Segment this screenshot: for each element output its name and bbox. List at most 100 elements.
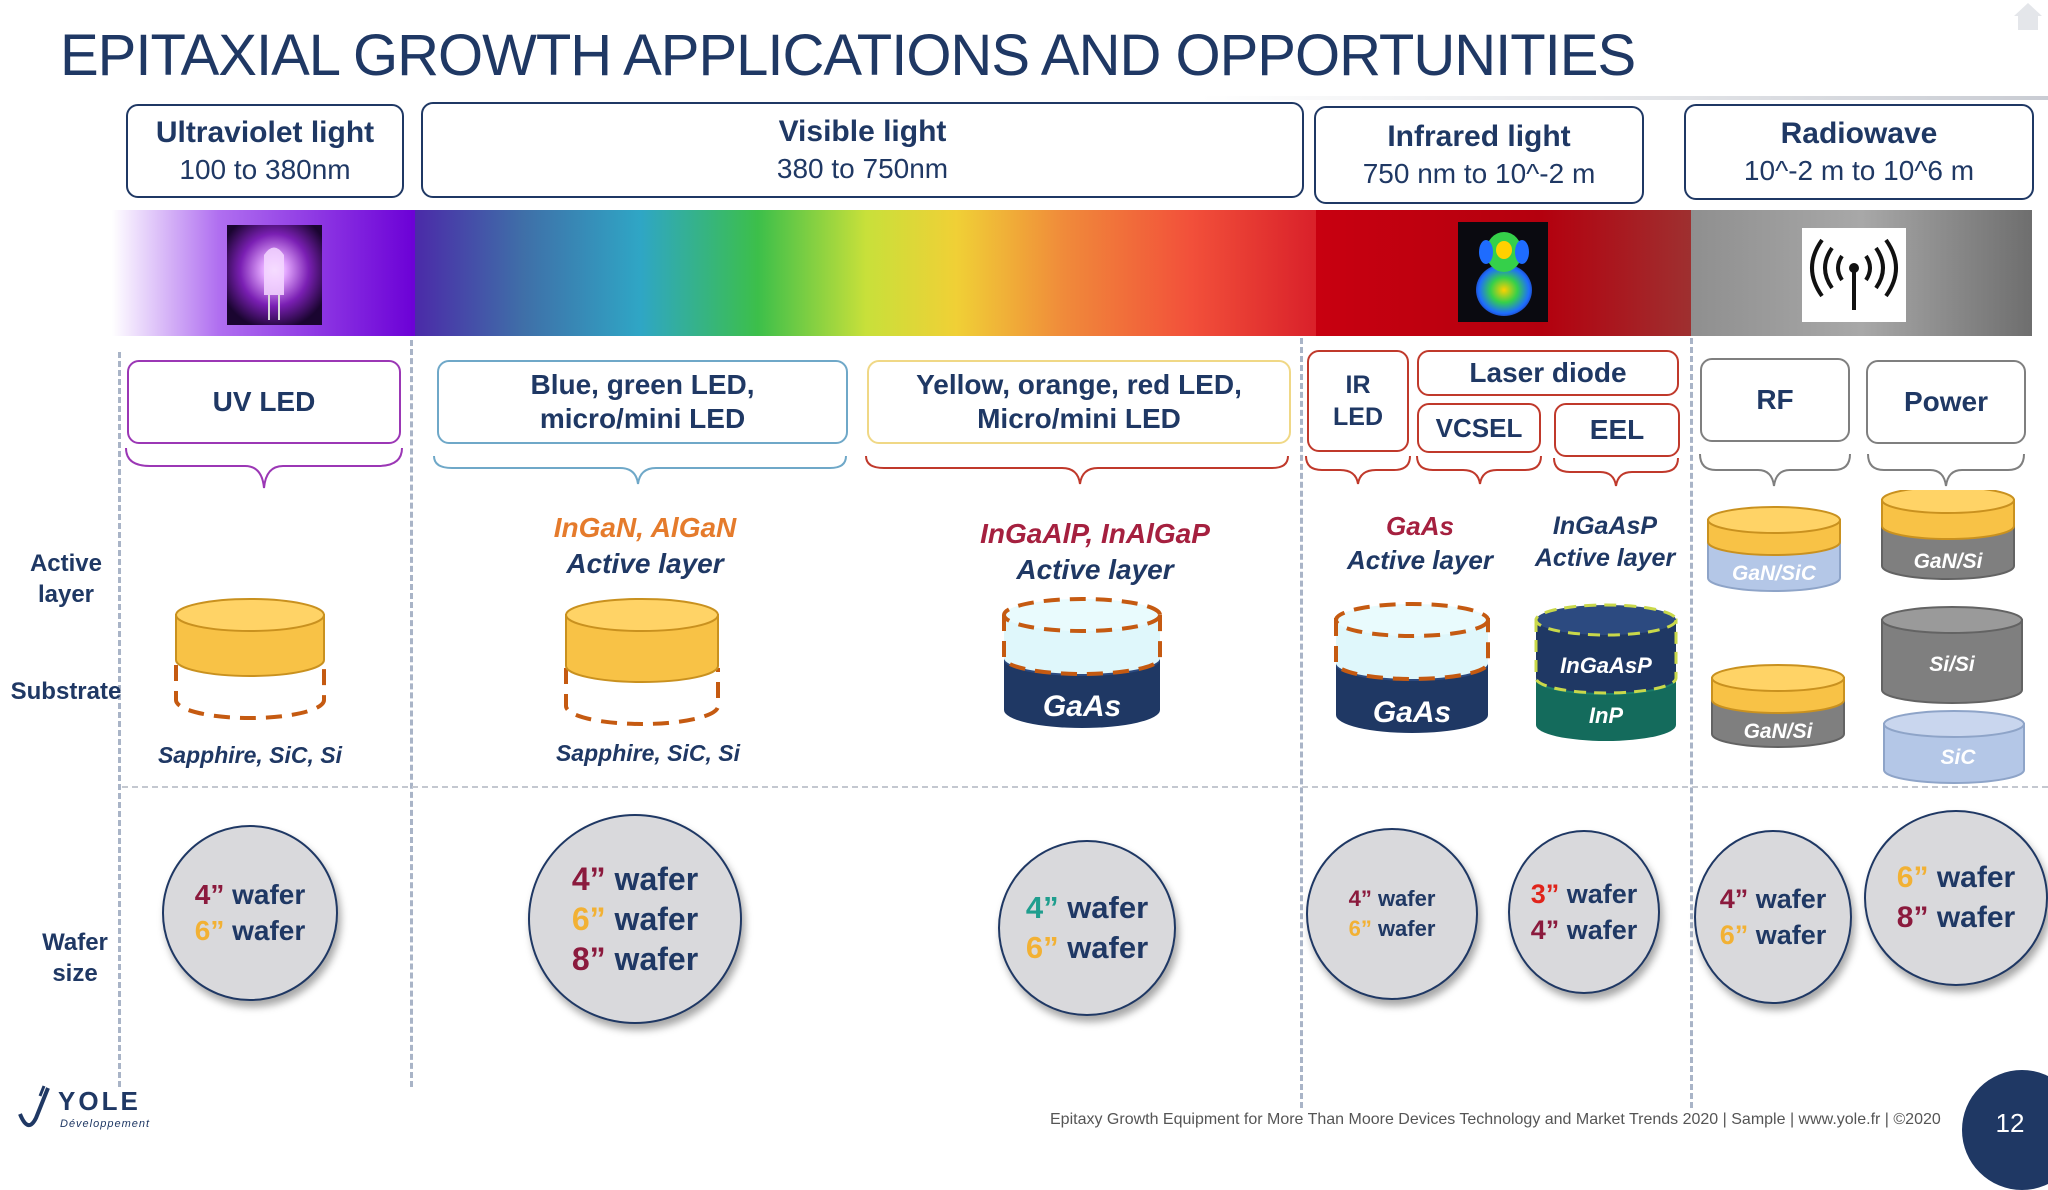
yole-logo-sub: Développement	[60, 1118, 151, 1130]
ir-disk-stack: GaAs	[1334, 602, 1490, 733]
wafer-size-line: 4” wafer	[1720, 881, 1827, 917]
wafer-word: wafer	[614, 861, 699, 897]
wafer-circle-ir: 4 ” wafer 6” wafer	[1306, 828, 1478, 1000]
blue-disk-stack	[564, 598, 720, 726]
eel-disk-stack: InGaAsP InP	[1534, 603, 1678, 741]
red-disk-stack: GaAs	[1002, 597, 1162, 728]
band-ultraviolet-range: 100 to 380nm	[179, 154, 351, 185]
app-ir-led-line1: IR	[1345, 371, 1371, 399]
band-infrared-range: 750 nm to 10^-2 m	[1362, 158, 1596, 189]
band-ultraviolet-name: Ultraviolet light	[155, 116, 375, 149]
wafer-size-line: 6” wafer	[572, 899, 698, 939]
wafer-size-line: 4” wafer	[1531, 912, 1638, 948]
wafer-word: wafer	[1755, 920, 1827, 950]
band-visible-name: Visible light	[778, 115, 947, 148]
app-laser-diode: Laser diode	[1417, 350, 1679, 396]
power-disk-top: GaN/Si	[1881, 490, 2015, 580]
disk-label-rf-bottom: GaN/Si	[1744, 720, 1814, 743]
spectrum-strip	[112, 210, 2032, 336]
rf-disk-top: GaN/SiC	[1707, 506, 1841, 592]
wafer-word: wafer	[1377, 886, 1436, 911]
wafer-size-line: 6” wafer	[1349, 914, 1436, 944]
band-radiowave: Radiowave 10^-2 m to 10^6 m	[1684, 104, 2034, 200]
app-eel: EEL	[1554, 403, 1680, 457]
blue-active-material: InGaN, AlGaN	[553, 512, 737, 543]
wafer-circle-uv: 4” wafer 6” wafer	[162, 825, 338, 1001]
eel-active-material: InGaAsP	[1552, 512, 1658, 540]
band-infrared-name: Infrared light	[1387, 120, 1571, 153]
inch-mark: ”	[210, 915, 225, 946]
column-separator	[410, 340, 413, 1087]
wafer-size-number: 6	[1896, 861, 1914, 894]
wafer-size-number: 8	[571, 941, 590, 977]
column-separator	[118, 352, 121, 1087]
inch-mark: ”	[589, 901, 606, 937]
wafer-size-number: 6	[1348, 916, 1361, 941]
app-blue-green-led-line2: micro/mini LED	[539, 403, 746, 434]
inch-mark: ”	[210, 879, 225, 910]
power-disk-mid: Si/Si	[1881, 606, 2023, 704]
wafer-word: wafer	[232, 879, 306, 910]
wafer-size-number: 4	[1025, 890, 1044, 925]
wafer-circle-eel: 3” wafer 4” wafer	[1508, 830, 1660, 994]
uv-led-photo-icon	[227, 225, 322, 325]
wafer-size-number: 4	[1348, 886, 1361, 911]
band-radiowave-name: Radiowave	[1780, 117, 1938, 150]
wafer-size-line: 4” wafer	[572, 859, 698, 899]
wafer-word: wafer	[1566, 915, 1638, 945]
band-ultraviolet: Ultraviolet light 100 to 380nm	[126, 104, 404, 198]
band-radiowave-range: 10^-2 m to 10^6 m	[1743, 155, 1975, 186]
yole-logo-mark-icon	[18, 1085, 50, 1127]
disk-label-power-mid: Si/Si	[1929, 653, 1976, 676]
wafer-circle-power: 6” wafer 8” wafer	[1864, 810, 2048, 986]
page-number: 12	[1995, 1108, 2025, 1138]
disk-diagrams: GaAs GaAs InGaAsP InP GaN/SiC GaN/Si GaN…	[174, 490, 2025, 784]
app-rf: RF	[1700, 358, 1850, 442]
band-infrared: Infrared light 750 nm to 10^-2 m	[1314, 106, 1644, 204]
app-blue-green-led-line1: Blue, green LED,	[530, 369, 755, 400]
wafer-size-number: 6	[194, 915, 211, 946]
footer-text: Epitaxy Growth Equipment for More Than M…	[1050, 1111, 1941, 1128]
inch-mark: ”	[1043, 890, 1059, 925]
app-laser-diode-label: Laser diode	[1469, 357, 1627, 388]
app-yellow-red-led-line1: Yellow, orange, red LED,	[916, 369, 1242, 400]
home-icon[interactable]	[2010, 0, 2046, 32]
inch-mark: ”	[1360, 916, 1372, 941]
page-title: EPITAXIAL GROWTH APPLICATIONS AND OPPORT…	[60, 23, 1636, 88]
wafer-word: wafer	[232, 915, 306, 946]
wafer-size-number: 4	[1719, 884, 1735, 914]
inch-mark: ”	[1913, 901, 1929, 934]
wafer-word: wafer	[1377, 916, 1436, 941]
column-separator	[1300, 338, 1303, 1108]
red-active-caption: Active layer	[1016, 554, 1174, 585]
app-vcsel-label: VCSEL	[1435, 413, 1523, 443]
wafer-size-number: 8	[1896, 901, 1914, 934]
app-yellow-red-led: Yellow, orange, red LED, Micro/mini LED	[867, 360, 1291, 444]
wafer-size-number: 4	[194, 879, 211, 910]
eel-active-caption: Active layer	[1534, 544, 1676, 572]
wafer-circle-blue: 4” wafer 6” wafer 8 ” wafer	[528, 814, 742, 1024]
wafer-size-line: 8” wafer	[1897, 898, 2015, 938]
app-uv-led: UV LED	[127, 360, 401, 444]
wafer-size-number: 6	[1719, 920, 1735, 950]
ir-active-material: GaAs	[1386, 511, 1454, 541]
wafer-size-number: 6	[1025, 930, 1044, 965]
inch-mark: ”	[1913, 861, 1929, 894]
uv-substrate-label: Sapphire, SiC, Si	[157, 742, 343, 768]
wafer-word: wafer	[1067, 930, 1149, 965]
wafer-size-line: 4” wafer	[1026, 888, 1148, 928]
disk-label-power-bottom: SiC	[1940, 746, 1976, 769]
inch-mark: ”	[589, 861, 606, 897]
band-visible-range: 380 to 750nm	[776, 153, 949, 184]
wafer-size-line: 6” wafer	[1897, 858, 2015, 898]
title-underline	[1200, 96, 2048, 100]
app-vcsel: VCSEL	[1417, 403, 1541, 453]
wafer-size-line: 6” wafer	[1026, 928, 1148, 968]
wafer-size-number: 4	[571, 861, 590, 897]
wafer-word: wafer	[1067, 890, 1149, 925]
disk-label-power-top: GaN/Si	[1914, 550, 1984, 573]
rf-disk-bottom: GaN/Si	[1711, 664, 1845, 748]
inch-mark: ”	[1734, 920, 1749, 950]
wafer-size-number: 4	[1530, 915, 1546, 945]
disk-label-eel-top: InGaAsP	[1560, 653, 1652, 678]
